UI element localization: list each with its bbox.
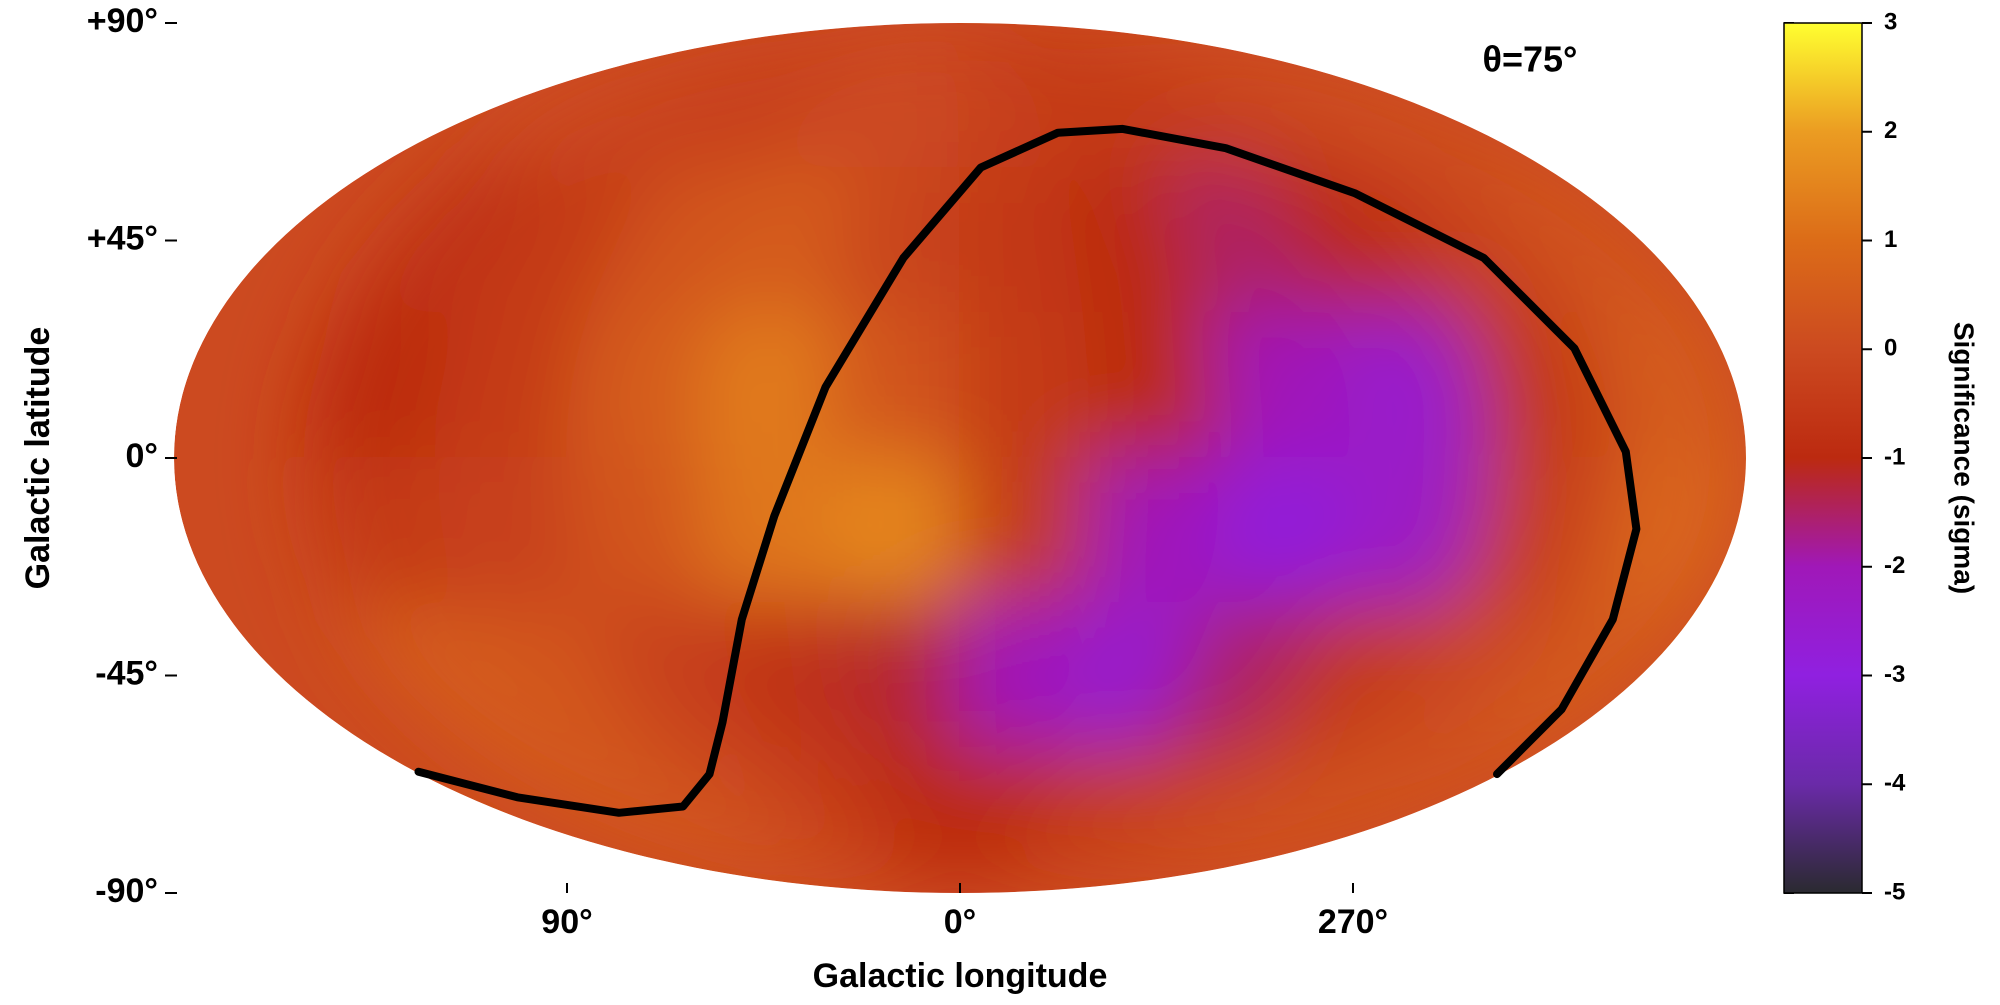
- significance-cell: [696, 312, 838, 459]
- annotation: θ=75°: [1483, 39, 1578, 80]
- colorbar-tick-label: 3: [1884, 8, 1897, 35]
- y-tick-label: -90°: [95, 872, 158, 910]
- y-axis-label: Galactic latitude: [19, 327, 57, 590]
- sky-map: [174, 23, 1746, 893]
- y-tick-label: +90°: [87, 2, 158, 40]
- x-tick-label: 270°: [1318, 903, 1388, 941]
- significance-cell: [1082, 457, 1224, 604]
- significance-cell: [434, 312, 591, 459]
- x-axis-label: Galactic longitude: [813, 957, 1108, 995]
- significance-cell: [1082, 312, 1224, 459]
- significance-cell: [1205, 457, 1355, 604]
- colorbar-tick-label: -5: [1884, 878, 1905, 905]
- colorbar-tick-label: -4: [1884, 770, 1906, 797]
- colorbar-tick-label: -3: [1884, 661, 1905, 688]
- y-tick-label: 0°: [125, 437, 158, 475]
- significance-cell: [959, 312, 1093, 459]
- contour-curve: [414, 124, 1641, 817]
- colorbar-tick-label: 1: [1884, 226, 1897, 253]
- significance-cell: [434, 457, 591, 604]
- significance-cell: [1575, 312, 1746, 459]
- x-tick-label: 90°: [541, 903, 592, 941]
- significance-cell: [565, 457, 715, 604]
- colorbar-tick-label: -1: [1884, 443, 1905, 470]
- significance-cell: [827, 312, 961, 459]
- significance-cell: [1205, 312, 1355, 459]
- colorbar: [1783, 22, 1863, 894]
- colorbar-label: Significance (sigma): [1949, 322, 1980, 594]
- significance-cell: [1329, 457, 1486, 604]
- colorbar-tick-label: 2: [1884, 117, 1897, 144]
- x-tick-label: 0°: [944, 903, 977, 941]
- y-tick-label: -45°: [95, 654, 158, 692]
- y-tick-label: +45°: [87, 219, 158, 257]
- significance-cell: [1329, 312, 1486, 459]
- significance-cell: [959, 457, 1093, 604]
- colorbar-tick-label: -2: [1884, 552, 1905, 579]
- significance-field: [303, 23, 1746, 893]
- significance-cell: [565, 312, 715, 459]
- colorbar-tick-label: 0: [1884, 335, 1897, 362]
- axes: +90° +45° 0° -45° -90° 90° 0° 270° 3 2 1 0 -1 -2 -3 -4 -…: [87, 2, 1906, 941]
- significance-cell: [827, 457, 961, 604]
